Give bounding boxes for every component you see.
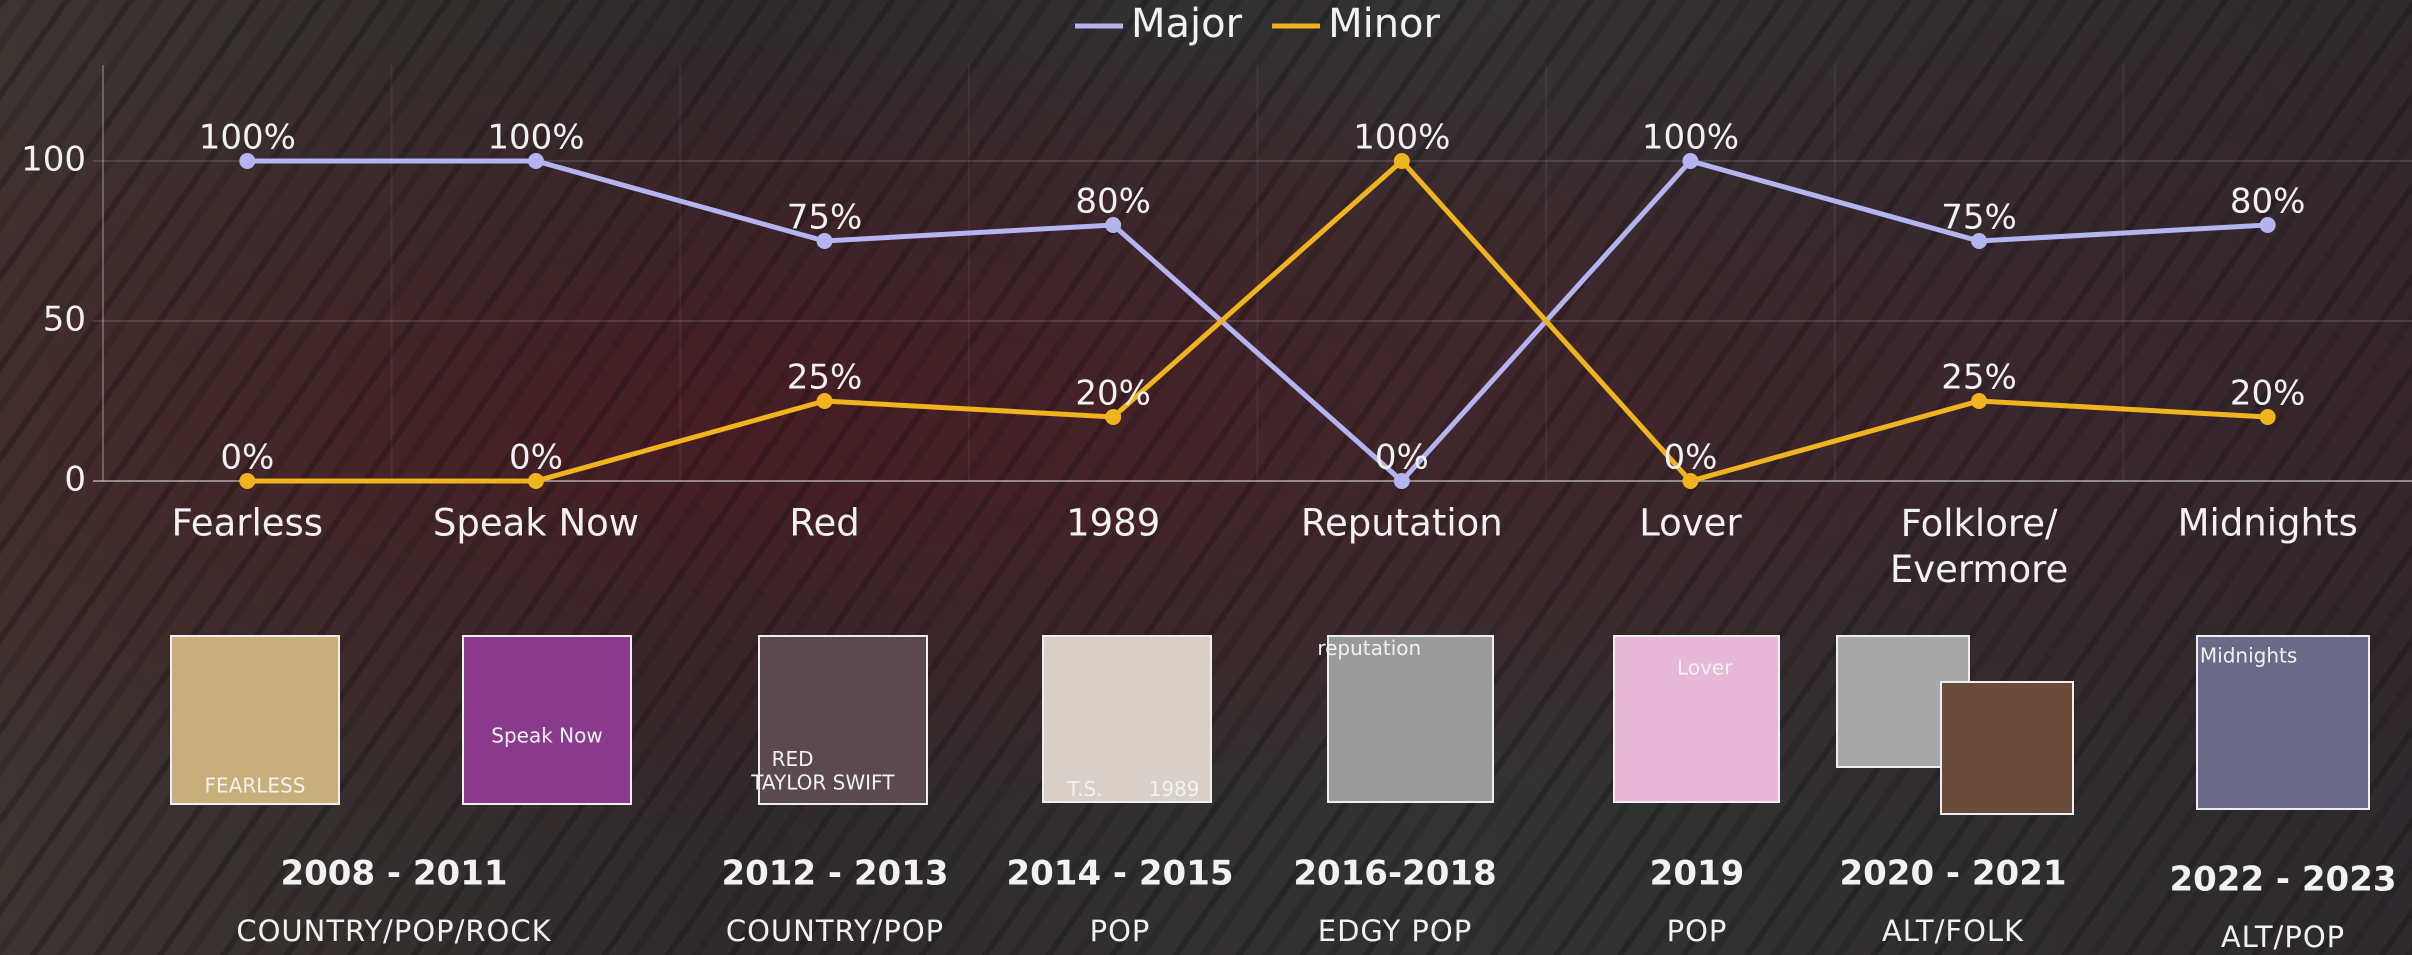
value-label: 0% (1375, 438, 1429, 478)
x-tick-label: Lover (1639, 502, 1742, 545)
era-years: 2016-2018 (1293, 854, 1496, 894)
album-cover: Lover (1614, 636, 1779, 802)
cover-text: Lover (1677, 656, 1733, 680)
cover-text: Speak Now (491, 723, 602, 747)
era-genre: ALT/FOLK (1882, 914, 2024, 948)
value-label: 0% (509, 438, 563, 478)
cover-text: FEARLESS (205, 774, 306, 798)
era-years: 2008 - 2011 (280, 854, 507, 894)
era-genre: POP (1667, 914, 1728, 948)
cover-image (1328, 636, 1493, 802)
cover-text: 1989 (1149, 777, 1200, 801)
value-label: 100% (199, 118, 296, 158)
album-cover: T.S. 1989 (1043, 636, 1211, 802)
era-genre: EDGY POP (1318, 914, 1472, 948)
era-genre: POP (1090, 914, 1151, 948)
album-cover: Speak Now (463, 636, 631, 804)
value-label: 20% (1075, 374, 1151, 414)
x-tick-label: Reputation (1301, 502, 1503, 545)
screen: 0 50 100 Fearless Speak Now Red 1989 Reputation… (0, 0, 2412, 955)
chart: 0 50 100 Fearless Speak Now Red 1989 Reputation… (0, 0, 2412, 955)
era-genre: COUNTRY/POP (726, 914, 944, 948)
x-tick-label: Fearless (172, 502, 324, 545)
legend-label: Major (1131, 1, 1243, 47)
y-tick-label: 100 (21, 140, 86, 180)
album-cover (1941, 682, 2073, 814)
era-years: 2019 (1650, 854, 1745, 894)
y-tick-label: 0 (64, 460, 86, 500)
x-tick-label: Speak Now (433, 502, 639, 545)
value-label: 80% (2230, 182, 2306, 222)
cover-text: T.S. (1066, 777, 1102, 801)
x-tick-label: 1989 (1066, 502, 1160, 545)
album-cover: Midnights (2197, 636, 2369, 809)
value-label: 80% (1075, 182, 1151, 222)
era-years: 2012 - 2013 (721, 854, 948, 894)
cover-text: Midnights (2200, 643, 2297, 667)
era-years: 2020 - 2021 (1839, 854, 2066, 894)
era-genre: ALT/POP (2221, 920, 2345, 954)
x-tick-label: Midnights (2178, 502, 2358, 545)
value-label: 0% (1663, 438, 1717, 478)
value-label: 25% (787, 358, 863, 398)
cover-text: TAYLOR SWIFT (750, 770, 895, 794)
cover-text: RED (772, 747, 814, 771)
value-label: 100% (1353, 118, 1450, 158)
era-years: 2014 - 2015 (1006, 854, 1233, 894)
value-label: 0% (220, 438, 274, 478)
y-tick-label: 50 (43, 300, 86, 340)
x-tick-label: Folklore/Evermore (1890, 502, 2068, 591)
value-label: 25% (1941, 358, 2017, 398)
album-cover: reputation (1317, 636, 1493, 802)
value-label: 100% (487, 118, 584, 158)
value-label: 20% (2230, 374, 2306, 414)
value-label: 75% (787, 198, 863, 238)
era-genre: COUNTRY/POP/ROCK (236, 914, 551, 948)
value-label: 75% (1941, 198, 2017, 238)
cover-image (463, 636, 631, 804)
cover-image (1941, 682, 2073, 814)
x-tick-label: Red (789, 502, 859, 545)
era-years: 2022 - 2023 (2169, 860, 2396, 900)
legend-label: Minor (1328, 1, 1440, 47)
cover-text: reputation (1317, 636, 1421, 660)
album-cover: FEARLESS (171, 636, 339, 804)
value-label: 100% (1642, 118, 1739, 158)
